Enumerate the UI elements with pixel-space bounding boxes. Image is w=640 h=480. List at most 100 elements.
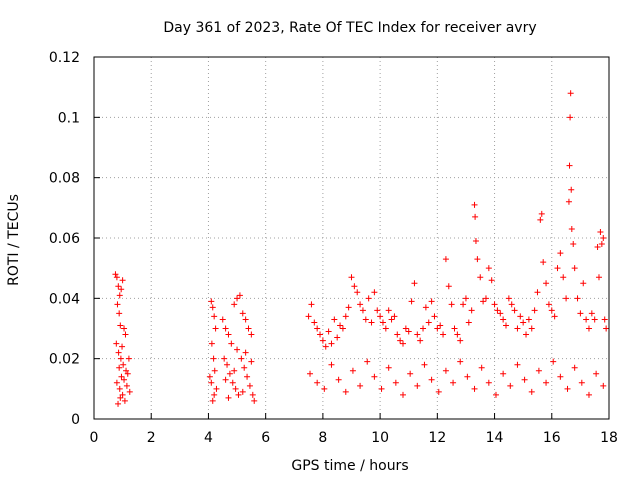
data-point <box>118 373 125 380</box>
data-point <box>319 337 326 344</box>
data-point <box>565 198 572 205</box>
data-point <box>123 367 130 374</box>
data-point <box>208 379 215 386</box>
data-point <box>249 391 256 398</box>
data-point <box>391 313 398 320</box>
data-point <box>234 346 241 353</box>
data-point <box>232 385 239 392</box>
data-point <box>239 388 246 395</box>
data-point <box>480 298 487 305</box>
data-point <box>471 385 478 392</box>
data-point <box>523 331 530 338</box>
data-point <box>597 228 604 235</box>
data-point <box>503 322 509 329</box>
data-point <box>394 331 401 338</box>
data-point <box>402 325 409 332</box>
data-point <box>583 316 590 323</box>
plot-frame <box>93 56 610 420</box>
data-point <box>335 376 342 383</box>
data-point <box>400 340 406 347</box>
data-point <box>421 361 428 368</box>
y-tick-label: 0.08 <box>49 171 80 187</box>
data-point <box>534 289 541 296</box>
x-tick-label: 12 <box>428 430 446 446</box>
data-point <box>364 358 371 365</box>
data-point <box>349 367 356 374</box>
data-point <box>357 301 364 308</box>
data-point <box>244 373 251 380</box>
x-tick-label: 18 <box>600 430 618 446</box>
data-point <box>114 301 121 308</box>
data-point <box>362 316 369 323</box>
data-point <box>123 382 130 389</box>
data-point <box>118 286 125 293</box>
data-point <box>359 307 366 314</box>
data-point <box>407 370 414 377</box>
data-point <box>379 319 386 326</box>
data-point <box>388 316 395 323</box>
data-point <box>428 298 435 305</box>
data-point <box>478 364 485 371</box>
data-point <box>601 316 608 323</box>
data-point <box>451 325 458 332</box>
data-point <box>238 355 245 362</box>
data-point <box>442 256 449 263</box>
data-point <box>211 313 218 320</box>
data-point <box>314 379 321 386</box>
chart-title: Day 361 of 2023, Rate Of TEC Index for r… <box>163 20 536 36</box>
data-point <box>411 280 418 287</box>
data-point <box>543 379 550 386</box>
data-point <box>251 397 258 404</box>
data-point <box>560 274 567 281</box>
data-point <box>497 310 504 317</box>
data-point <box>514 325 521 332</box>
data-point <box>593 370 600 377</box>
data-point <box>554 265 561 272</box>
data-point <box>528 325 535 332</box>
data-point <box>117 322 124 329</box>
data-point <box>488 277 495 284</box>
data-point <box>511 307 518 314</box>
data-point <box>494 307 501 314</box>
data-point <box>119 277 126 284</box>
data-point <box>328 361 335 368</box>
data-point <box>228 340 235 347</box>
data-point <box>567 114 574 121</box>
data-point <box>308 301 315 308</box>
data-point <box>428 376 435 383</box>
data-point <box>594 244 601 251</box>
data-point <box>585 325 592 332</box>
data-point <box>328 340 335 347</box>
data-point <box>317 331 324 338</box>
data-point <box>222 376 229 383</box>
x-tick-label: 10 <box>371 430 389 446</box>
data-point <box>540 259 547 266</box>
data-point <box>566 162 573 169</box>
data-point <box>435 388 442 395</box>
data-point <box>339 325 346 332</box>
data-point <box>571 364 578 371</box>
data-point <box>385 307 392 314</box>
data-point <box>115 283 122 290</box>
data-point <box>245 325 252 332</box>
data-point <box>121 376 128 383</box>
data-point <box>331 316 338 323</box>
grid-lines <box>94 57 609 419</box>
data-point <box>117 355 124 362</box>
data-point <box>482 295 489 302</box>
data-point <box>231 301 238 308</box>
data-point <box>115 349 122 356</box>
data-point <box>119 343 126 350</box>
x-tick-label: 2 <box>147 430 156 446</box>
data-point <box>434 325 441 332</box>
x-axis-label: GPS time / hours <box>291 458 408 474</box>
data-point <box>531 307 538 314</box>
y-tick-labels: 0 0.02 0.04 0.06 0.08 0.1 0.12 <box>49 50 100 428</box>
data-point <box>568 225 575 232</box>
data-point <box>115 400 122 407</box>
data-point <box>377 313 384 320</box>
data-point <box>229 379 236 386</box>
data-point <box>408 298 415 305</box>
data-point <box>417 337 424 344</box>
